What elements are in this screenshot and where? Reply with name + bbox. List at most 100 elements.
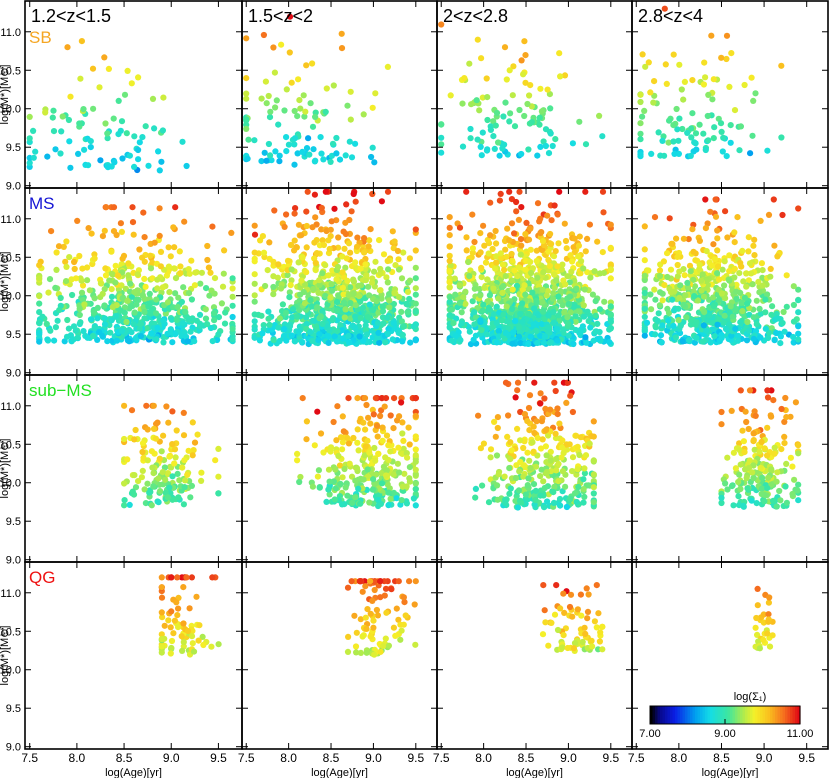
data-point bbox=[534, 434, 541, 442]
data-point bbox=[89, 65, 97, 72]
data-point bbox=[309, 483, 316, 490]
data-point bbox=[330, 82, 337, 89]
data-point bbox=[577, 434, 584, 441]
data-point bbox=[360, 476, 367, 483]
data-point bbox=[782, 394, 789, 402]
data-point bbox=[334, 328, 341, 335]
data-point bbox=[63, 238, 70, 245]
data-point bbox=[174, 574, 181, 581]
data-point bbox=[721, 282, 728, 289]
data-point bbox=[551, 379, 558, 386]
data-point bbox=[251, 222, 258, 229]
data-point bbox=[521, 112, 528, 120]
data-point bbox=[354, 426, 361, 433]
data-point bbox=[714, 321, 721, 328]
data-point bbox=[757, 334, 764, 341]
data-point bbox=[504, 225, 511, 232]
data-point bbox=[347, 300, 354, 307]
data-point bbox=[185, 290, 193, 297]
data-point bbox=[484, 116, 491, 124]
data-point bbox=[573, 498, 580, 506]
data-point bbox=[78, 38, 85, 45]
data-point bbox=[363, 272, 370, 279]
data-point bbox=[606, 339, 613, 346]
data-point bbox=[152, 435, 159, 442]
data-point bbox=[300, 92, 307, 99]
data-point bbox=[587, 324, 594, 331]
data-point bbox=[641, 305, 648, 312]
data-point bbox=[369, 279, 376, 286]
data-point bbox=[531, 429, 538, 437]
data-point bbox=[746, 260, 754, 267]
data-point bbox=[477, 292, 484, 299]
data-point bbox=[90, 105, 97, 112]
data-point bbox=[685, 336, 693, 344]
data-point bbox=[71, 265, 78, 273]
data-point bbox=[651, 214, 659, 221]
data-point bbox=[141, 315, 148, 322]
data-point bbox=[476, 285, 483, 293]
data-point bbox=[77, 75, 84, 82]
panel-2-2 bbox=[241, 187, 438, 376]
panel-2-1 bbox=[24, 187, 243, 376]
data-point bbox=[537, 333, 544, 340]
data-point bbox=[386, 297, 393, 304]
data-point bbox=[364, 466, 371, 473]
data-point bbox=[539, 286, 546, 293]
data-point bbox=[369, 190, 376, 198]
data-point bbox=[460, 294, 467, 301]
data-point bbox=[251, 231, 259, 238]
data-point bbox=[487, 123, 494, 130]
data-point bbox=[750, 314, 757, 321]
data-point bbox=[294, 150, 301, 157]
data-point bbox=[647, 89, 654, 96]
data-point bbox=[189, 452, 196, 459]
data-point bbox=[383, 432, 391, 439]
data-point bbox=[582, 334, 589, 341]
data-point bbox=[341, 501, 348, 508]
data-point bbox=[332, 466, 339, 473]
data-point bbox=[705, 91, 712, 98]
data-point bbox=[487, 232, 494, 239]
data-point bbox=[184, 338, 191, 345]
data-point bbox=[319, 237, 326, 244]
data-point bbox=[545, 150, 553, 157]
data-point bbox=[570, 244, 577, 251]
data-point bbox=[529, 439, 536, 446]
data-point bbox=[795, 323, 802, 330]
data-point bbox=[596, 306, 604, 313]
data-point bbox=[744, 300, 751, 307]
data-point bbox=[493, 259, 500, 266]
data-point bbox=[183, 162, 190, 170]
data-point bbox=[484, 298, 491, 305]
data-point bbox=[773, 478, 780, 485]
data-point bbox=[527, 333, 534, 340]
data-point bbox=[149, 275, 156, 282]
data-point bbox=[768, 413, 775, 420]
data-point bbox=[329, 140, 337, 147]
data-point bbox=[607, 221, 614, 228]
data-point bbox=[525, 475, 532, 482]
data-point bbox=[542, 443, 550, 450]
data-point bbox=[398, 275, 406, 282]
data-point bbox=[723, 32, 731, 39]
data-point bbox=[154, 276, 161, 283]
data-point bbox=[222, 309, 229, 316]
data-point bbox=[698, 277, 705, 284]
data-point bbox=[795, 330, 802, 337]
data-point bbox=[550, 489, 557, 496]
data-point bbox=[552, 136, 559, 143]
data-point bbox=[160, 94, 167, 101]
data-point bbox=[575, 242, 583, 249]
panel-frame bbox=[24, 187, 243, 376]
data-point bbox=[387, 448, 394, 455]
data-point bbox=[463, 234, 470, 241]
data-point bbox=[152, 310, 160, 317]
data-point bbox=[493, 303, 500, 310]
data-point bbox=[735, 478, 742, 486]
data-point bbox=[77, 319, 84, 326]
data-point bbox=[279, 301, 286, 308]
data-point bbox=[722, 208, 729, 215]
data-point bbox=[750, 430, 757, 437]
data-point bbox=[139, 440, 147, 447]
